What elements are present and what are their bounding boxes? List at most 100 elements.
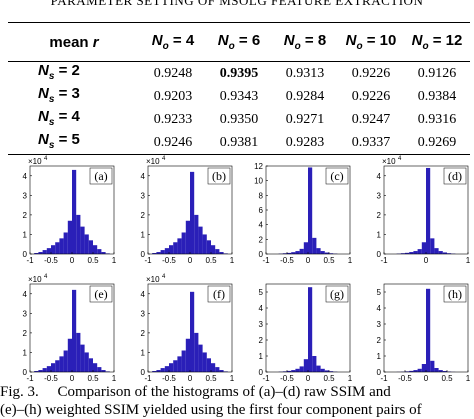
- multiplier-exp: 4: [44, 156, 48, 162]
- histogram-bar: [211, 363, 215, 372]
- y-tick-label: 2: [377, 336, 382, 345]
- panel-label: (e): [94, 287, 107, 301]
- y-tick-label: 0: [377, 368, 382, 377]
- histogram-bar: [72, 170, 76, 254]
- y-tick-label: 4: [377, 172, 382, 181]
- x-tick-label: 1: [348, 256, 353, 265]
- x-tick-label: -0.5: [280, 256, 294, 265]
- histogram-bar: [418, 249, 422, 254]
- histogram-bar: [203, 352, 207, 372]
- histogram-bar: [190, 172, 194, 254]
- histogram-bar: [85, 352, 89, 372]
- panel-label: (f): [213, 287, 225, 301]
- x-tick-label: 0: [306, 256, 311, 265]
- histogram-bar: [198, 227, 202, 254]
- histogram-bar: [80, 227, 84, 254]
- x-tick-label: 0.5: [441, 374, 453, 383]
- symbol: N: [412, 32, 423, 49]
- y-tick-label: 5: [377, 288, 382, 297]
- histogram-bar: [295, 251, 299, 254]
- histogram-bar: [182, 232, 186, 254]
- corner-text: mean: [49, 34, 88, 51]
- panel-label: (a): [94, 169, 107, 183]
- multiplier-exp: 4: [162, 274, 166, 280]
- histogram-bar: [76, 215, 80, 254]
- x-tick-label: -1: [144, 374, 152, 383]
- y-tick-label: 4: [141, 290, 146, 299]
- x-tick-label: 1: [112, 256, 117, 265]
- x-tick-label: -1: [26, 256, 34, 265]
- x-tick-label: 0.5: [205, 374, 217, 383]
- multiplier-exp: 4: [398, 156, 402, 162]
- histogram-bar: [308, 167, 312, 254]
- histogram-bar: [434, 248, 438, 254]
- y-tick-label: 0: [141, 250, 146, 259]
- x-tick-label: 0.5: [87, 256, 99, 265]
- corner-header: mean r: [8, 23, 140, 62]
- symbol: N: [218, 32, 229, 49]
- x-tick-label: 1: [230, 256, 235, 265]
- symbol-rest: = 2: [54, 62, 79, 79]
- x-tick-label: 0.5: [323, 256, 335, 265]
- histogram-bar: [177, 238, 181, 254]
- histogram-bar: [76, 333, 80, 372]
- histogram-bar: [215, 367, 219, 372]
- column-header: No = 8: [272, 23, 338, 62]
- y-tick-label: 1: [23, 348, 28, 357]
- table-caption: PARAMETER SETTING OF MSOLG FEATURE EXTRA…: [0, 0, 474, 9]
- y-tick-label: 10: [254, 177, 263, 186]
- table-cell: 0.9395: [206, 62, 272, 86]
- y-tick-label: 1: [377, 230, 382, 239]
- histogram-bar: [186, 221, 190, 254]
- histogram-bar: [47, 366, 51, 372]
- histogram-bar: [304, 359, 308, 372]
- x-tick-label: -0.5: [398, 374, 412, 383]
- symbol-rest: = 8: [301, 32, 326, 49]
- x-tick-label: 1: [348, 374, 353, 383]
- histogram-bar: [295, 369, 299, 372]
- table-cell: 0.9313: [272, 62, 338, 86]
- y-tick-label: 3: [377, 191, 382, 200]
- symbol: N: [38, 85, 49, 102]
- y-tick-label: 0: [259, 368, 264, 377]
- multiplier-base: ×10: [146, 157, 160, 166]
- histogram-bar: [312, 238, 316, 254]
- y-tick-label: 4: [23, 290, 28, 299]
- histogram-bar: [430, 238, 434, 254]
- x-tick-label: 1: [466, 256, 471, 265]
- histogram-bar: [43, 368, 47, 372]
- histogram-bar: [64, 350, 68, 372]
- row-header: Ns = 3: [8, 85, 140, 108]
- y-tick-label: 3: [377, 320, 382, 329]
- x-tick-label: 1: [466, 374, 471, 383]
- y-tick-label: 0: [259, 250, 264, 259]
- histogram-bar: [413, 251, 417, 254]
- multiplier-base: ×10: [146, 275, 160, 284]
- histogram-bar: [93, 245, 97, 254]
- histogram-bar: [51, 363, 55, 372]
- y-tick-label: 1: [259, 352, 264, 361]
- panel-label: (g): [330, 287, 344, 301]
- multiplier-base: ×10: [382, 157, 396, 166]
- histogram-bar: [321, 251, 325, 254]
- table-cell: 0.9226: [338, 85, 404, 108]
- x-tick-label: 0: [424, 256, 429, 265]
- histogram-bar: [177, 356, 181, 372]
- histogram-bar: [89, 358, 93, 372]
- multiplier-base: ×10: [28, 275, 42, 284]
- x-tick-label: 0: [70, 256, 75, 265]
- table-cell: 0.9284: [272, 85, 338, 108]
- multiplier-base: ×10: [28, 157, 42, 166]
- y-tick-label: 4: [23, 172, 28, 181]
- x-tick-label: -1: [26, 374, 34, 383]
- histogram-bar: [300, 249, 304, 254]
- symbol-rest: = 5: [54, 131, 79, 148]
- symbol: N: [284, 32, 295, 49]
- table-cell: 0.9316: [404, 108, 470, 131]
- histogram-bar: [72, 290, 76, 372]
- figure-caption: (e)–(h) weighted SSIM yielded using the …: [0, 402, 474, 419]
- histogram-bar: [194, 333, 198, 372]
- x-tick-label: -1: [262, 374, 270, 383]
